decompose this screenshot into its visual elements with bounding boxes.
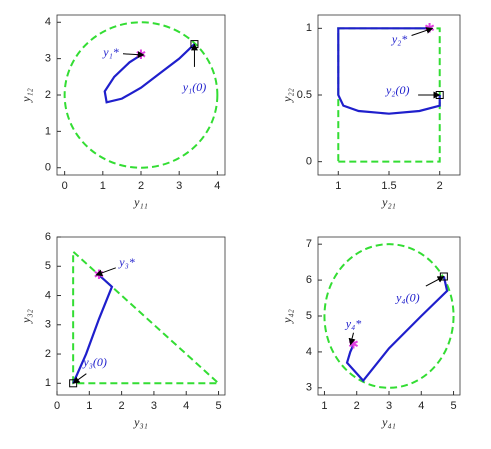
x-tick-label: 2 (354, 400, 360, 412)
x-tick-label: 3 (176, 180, 182, 192)
constraint-circle (323, 243, 455, 389)
y-tick-label: 5 (45, 260, 51, 272)
y-tick-label: 7 (306, 238, 312, 250)
trajectory (345, 276, 449, 383)
target-label: y₁* (102, 45, 119, 59)
y-tick-label: 2 (45, 348, 51, 360)
target-marker: ✱ (94, 267, 105, 282)
subplot: 1 2 3 4 5 3 4 5 6 7 y₄₁ y₄₂ ✱ y₄* y₄(0) (280, 236, 461, 429)
x-axis-label: y₄₁ (381, 415, 396, 429)
start-label: y₁(0) (182, 80, 207, 94)
y-tick-label: 4 (306, 346, 312, 358)
y-tick-label: 5 (306, 310, 312, 322)
x-tick-label: 5 (450, 400, 456, 412)
x-tick-label: 4 (183, 400, 189, 412)
target-marker: ✱ (424, 20, 435, 35)
x-tick-label: 1 (86, 400, 92, 412)
x-tick-label: 2 (437, 180, 443, 192)
y-tick-label: 0.5 (297, 89, 312, 101)
y-axis-label: y₁₂ (19, 88, 33, 103)
axes-box (317, 14, 461, 176)
annotation-arrow (348, 332, 356, 346)
x-tick-label: 2 (138, 180, 144, 192)
axes-box (56, 236, 226, 396)
annotation-arrow (95, 267, 116, 277)
x-tick-label: 4 (214, 180, 220, 192)
start-label: y₂(0) (385, 83, 410, 97)
x-tick-label: 1 (335, 180, 341, 192)
target-label: y₄* (345, 316, 362, 330)
y-tick-label: 1 (45, 377, 51, 389)
target-label: y₃* (118, 255, 135, 269)
constraint-circle (63, 21, 219, 169)
trajectory (337, 27, 441, 115)
subplot: 1 1.5 2 0 0.5 1 y₂₁ y₂₂ ✱ y₂* y₂(0) (280, 14, 461, 209)
target-label: y₂* (391, 32, 408, 46)
trajectory (103, 43, 196, 104)
y-axis-label: y₂₂ (280, 88, 294, 103)
y-tick-label: 6 (306, 274, 312, 286)
annotation-arrow (425, 276, 445, 287)
axes-box (56, 14, 226, 176)
x-axis-label: y₃₁ (133, 415, 148, 429)
trajectory (72, 274, 114, 384)
y-tick-label: 1 (306, 22, 312, 34)
x-tick-label: 1 (321, 400, 327, 412)
x-tick-label: 1.5 (381, 180, 396, 192)
x-tick-label: 1 (100, 180, 106, 192)
x-tick-label: 0 (62, 180, 68, 192)
y-tick-label: 3 (306, 382, 312, 394)
y-tick-label: 6 (45, 231, 51, 243)
x-tick-label: 0 (54, 400, 60, 412)
x-tick-label: 2 (119, 400, 125, 412)
y-tick-label: 1 (45, 125, 51, 137)
y-axis-label: y₃₂ (19, 309, 33, 324)
y-tick-label: 0 (45, 162, 51, 174)
annotation-arrow (72, 373, 87, 384)
y-tick-label: 0 (306, 156, 312, 168)
y-tick-label: 4 (45, 16, 51, 28)
x-tick-label: 5 (215, 400, 221, 412)
x-axis-label: y₂₁ (381, 195, 396, 209)
start-label: y₃(0) (82, 355, 107, 369)
target-marker: ✱ (348, 337, 359, 352)
annotation-arrow (122, 51, 145, 59)
y-axis-label: y₄₂ (280, 309, 294, 324)
start-label: y₄(0) (395, 290, 420, 304)
y-tick-label: 3 (45, 319, 51, 331)
annotation-arrow (411, 27, 434, 37)
axes-box (317, 236, 461, 396)
constraint-polygon (72, 249, 222, 385)
x-tick-label: 3 (386, 400, 392, 412)
y-tick-label: 2 (45, 89, 51, 101)
x-axis-label: y₁₁ (133, 195, 148, 209)
y-tick-label: 3 (45, 53, 51, 65)
y-tick-label: 4 (45, 289, 51, 301)
x-tick-label: 3 (151, 400, 157, 412)
x-tick-label: 4 (418, 400, 424, 412)
